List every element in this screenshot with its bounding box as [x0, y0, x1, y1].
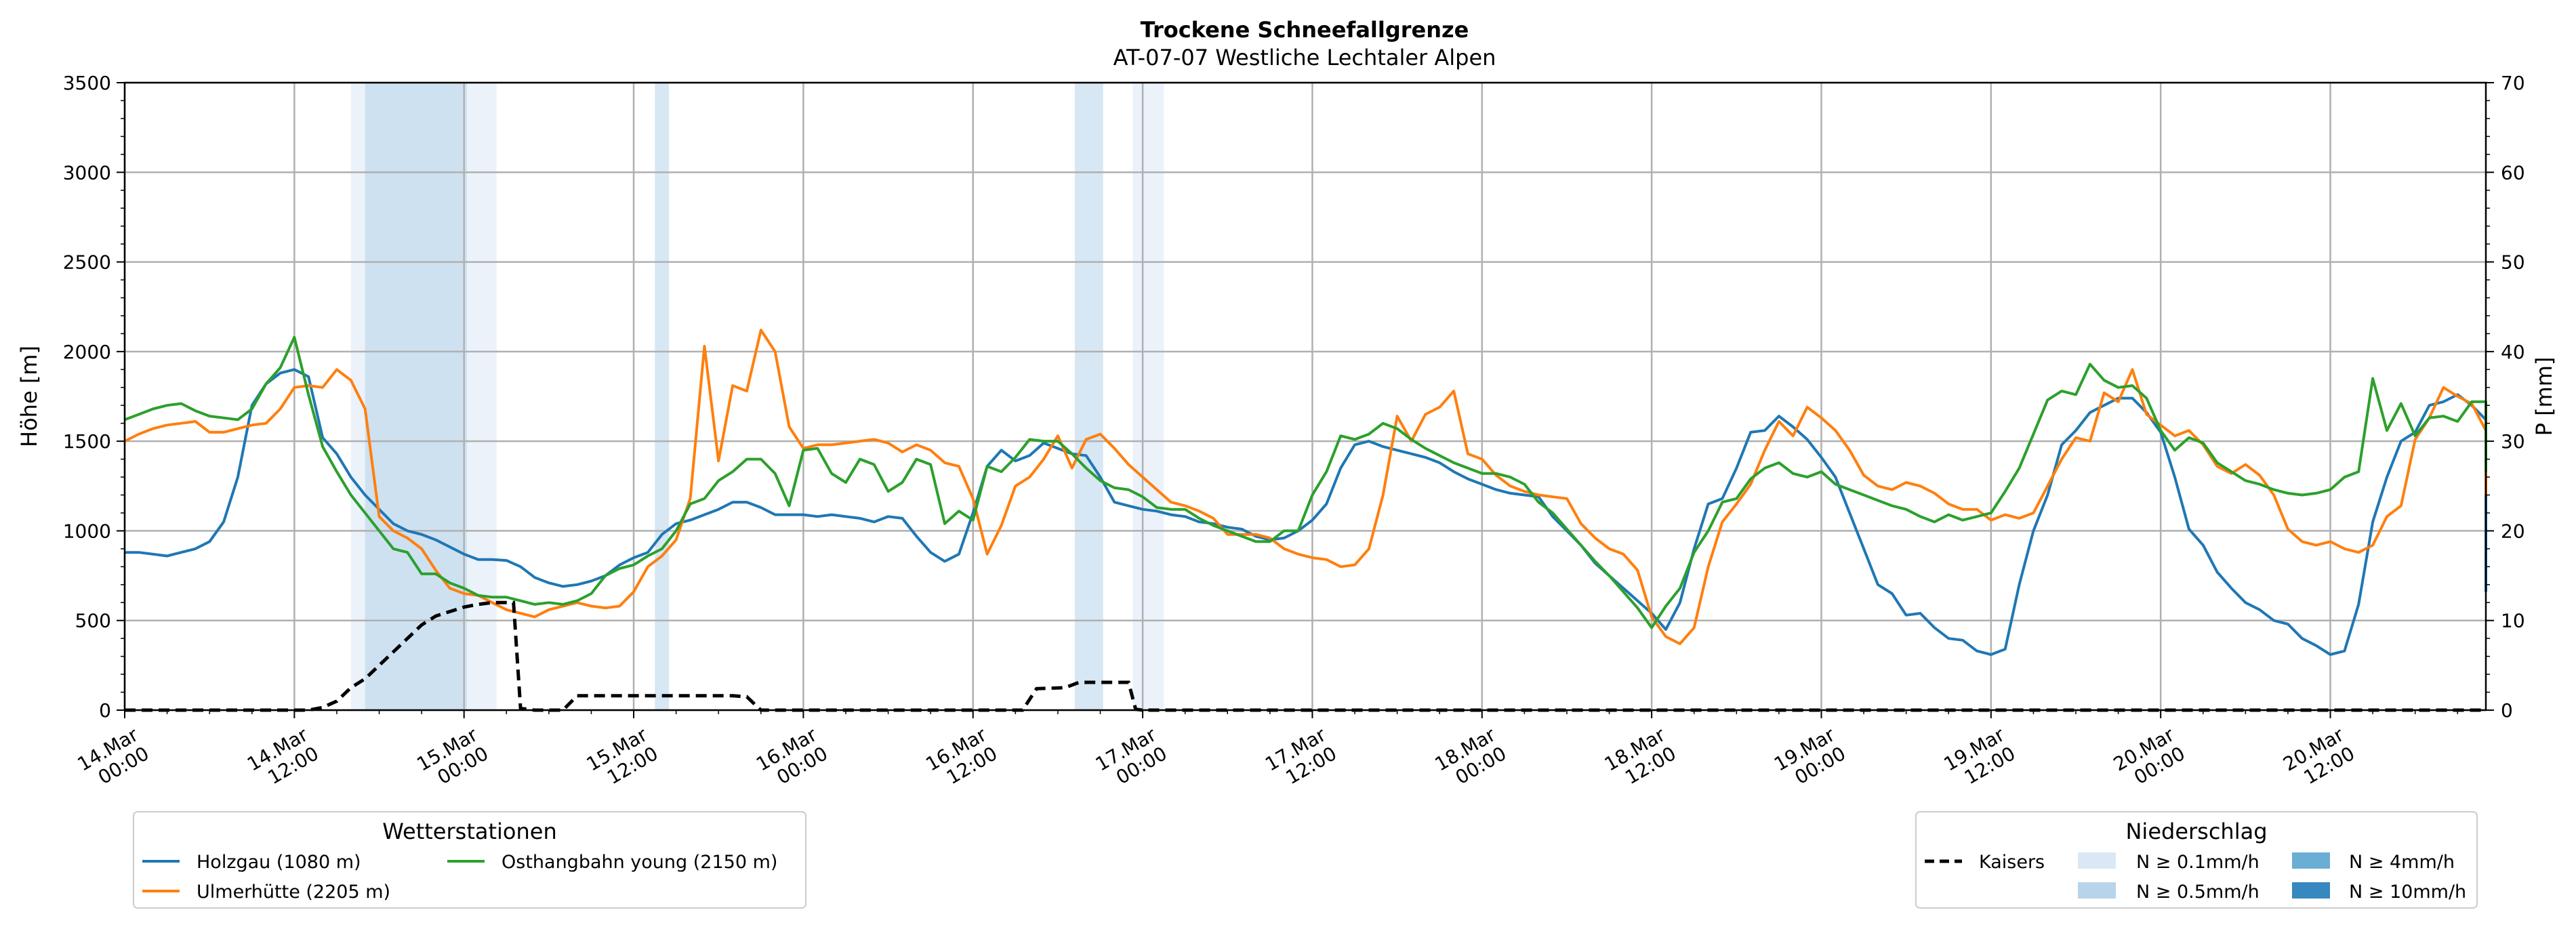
legend-stations: Wetterstationen Holzgau (1080 m) Ulmerhü… [133, 811, 806, 909]
legend-class-1-label: N ≥ 0.5mm/h [2136, 882, 2260, 903]
y-tick-label-3: 1500 [63, 430, 111, 453]
y-tick-label-7: 3500 [63, 72, 111, 94]
y-tick-label-4: 2000 [63, 341, 111, 363]
series-lines [124, 329, 2487, 712]
x-tick-label-11: 19.Mar12:00 [1940, 723, 2020, 794]
legend-class-3-swatch [2292, 882, 2330, 899]
legend-holzgau-label: Holzgau (1080 m) [197, 852, 361, 873]
series-line-0 [125, 368, 2487, 656]
y2-tick-label-2: 20 [2501, 520, 2525, 542]
x-ticks: 14.Mar00:00 14.Mar12:00 15.Mar00:00 15.Mar1… [74, 710, 2459, 794]
chart-subtitle: AT-07-07 Westliche Lechtaler Alpen [1113, 45, 1496, 70]
x-tick-label-2: 15.Mar00:00 [413, 723, 492, 794]
legend-class-2-label: N ≥ 4mm/h [2349, 852, 2455, 873]
legend-class-0-label: N ≥ 0.1mm/h [2136, 852, 2260, 873]
x-tick-label-12: 20.Mar00:00 [2110, 723, 2189, 794]
y-left-ticks: 0 500 1000 1500 2000 2500 3000 3500 [63, 72, 125, 722]
precip-line-kaisers [125, 600, 2486, 712]
series-line-1 [124, 329, 2487, 646]
x-tick-label-4: 16.Mar00:00 [752, 723, 832, 794]
y-tick-label-5: 2500 [63, 251, 111, 274]
x-tick-label-1: 14.Mar12:00 [243, 723, 323, 794]
legend-ulmerhuette-label: Ulmerhütte (2205 m) [197, 882, 390, 903]
y2-tick-label-4: 40 [2501, 341, 2525, 363]
precip-band-3 [1074, 83, 1103, 710]
chart-title: Trockene Schneefallgrenze [1141, 17, 1469, 43]
y-tick-label-0: 0 [99, 699, 111, 722]
y2-tick-label-3: 30 [2501, 430, 2525, 453]
legend-osthangbahn-label: Osthangbahn young (2150 m) [502, 852, 777, 873]
legend-stations-title: Wetterstationen [382, 819, 556, 844]
precip-band-1 [365, 83, 467, 710]
legend-class-0-swatch [2078, 852, 2116, 869]
x-tick-label-10: 19.Mar00:00 [1770, 723, 1849, 794]
plot-frame [123, 81, 2487, 711]
x-tick-label-0: 14.Mar00:00 [74, 723, 153, 794]
legend-class-1-swatch [2078, 882, 2116, 899]
y2-tick-label-0: 0 [2501, 699, 2513, 722]
y-tick-label-2: 1000 [63, 520, 111, 542]
legend-precip-title: Niederschlag [2125, 819, 2267, 844]
x-tick-label-9: 18.Mar12:00 [1601, 723, 1680, 794]
series-line-2 [124, 335, 2487, 629]
y-axis-left-label: Höhe [m] [16, 346, 42, 447]
legend-precip-frame [1915, 811, 2478, 909]
x-tick-label-7: 17.Mar12:00 [1261, 723, 1341, 794]
y2-tick-label-1: 10 [2501, 610, 2525, 632]
y2-tick-label-6: 60 [2501, 161, 2525, 184]
x-tick-label-3: 15.Mar12:00 [583, 723, 662, 794]
precip-intensity-bands [350, 83, 1164, 710]
y-tick-label-1: 500 [75, 610, 111, 632]
y-tick-label-6: 3000 [63, 161, 111, 184]
legend-kaisers-label: Kaisers [1979, 852, 2045, 873]
x-tick-label-6: 17.Mar00:00 [1092, 723, 1171, 794]
y2-tick-label-7: 70 [2501, 72, 2525, 94]
precip-band-2 [655, 83, 670, 710]
y-right-ticks: 0 10 20 30 40 50 60 70 [2486, 72, 2525, 722]
x-tick-label-8: 18.Mar00:00 [1431, 723, 1510, 794]
legend-class-3-label: N ≥ 10mm/h [2349, 882, 2466, 903]
legend-precip: Niederschlag Kaisers N ≥ 0.1mm/h N ≥ 0.5… [1915, 811, 2478, 909]
precip-band-4 [1132, 83, 1164, 710]
y2-tick-label-5: 50 [2501, 251, 2525, 274]
x-tick-label-5: 16.Mar12:00 [922, 723, 1001, 794]
y-axis-right-label: P [mm] [2531, 357, 2557, 436]
x-tick-label-13: 20.Mar12:00 [2279, 723, 2358, 794]
legend-class-2-swatch [2292, 852, 2330, 869]
